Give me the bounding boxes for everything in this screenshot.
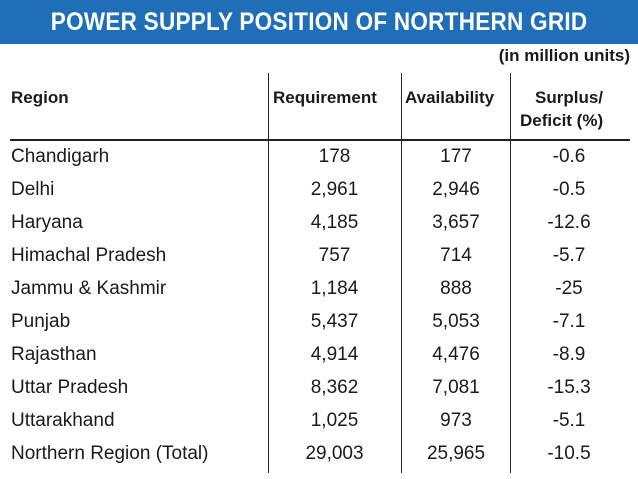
cell-availability: 25,965 (426, 443, 486, 464)
cell-surplus-deficit: -0.6 (552, 146, 586, 167)
cell-surplus-deficit: -15.3 (547, 377, 591, 398)
table-row: Punjab 5,437 5,053 -7.1 (0, 306, 638, 339)
cell-region: Uttar Pradesh (11, 377, 129, 398)
cell-requirement: 757 (318, 245, 351, 266)
table-row: Northern Region (Total) 29,003 25,965 -10.5 (0, 438, 638, 471)
cell-availability: 2,946 (432, 179, 480, 200)
unit-note: (in million units) (498, 46, 630, 65)
cell-requirement: 5,437 (310, 311, 359, 332)
table-row: Jammu & Kashmir 1,184 888 -25 (0, 273, 638, 306)
cell-requirement: 4,185 (310, 212, 359, 233)
header-requirement: Requirement (273, 88, 377, 107)
cell-region: Himachal Pradesh (11, 245, 167, 266)
table-row: Uttar Pradesh 8,362 7,081 -15.3 (0, 372, 638, 405)
cell-surplus-deficit: -10.5 (547, 443, 591, 464)
cell-region: Chandigarh (11, 146, 110, 167)
cell-surplus-deficit: -5.7 (552, 245, 586, 266)
cell-surplus-deficit: -5.1 (552, 410, 586, 431)
cell-availability: 177 (440, 146, 472, 167)
cell-region: Northern Region (Total) (11, 443, 209, 464)
table-body: Chandigarh 178 177 -0.6 Delhi 2,961 2,946 -0.5 H… (0, 141, 638, 471)
cell-surplus-deficit: -0.5 (552, 179, 586, 200)
cell-surplus-deficit: -25 (555, 278, 583, 299)
cell-region: Delhi (11, 179, 55, 200)
table-row: Delhi 2,961 2,946 -0.5 (0, 174, 638, 207)
cell-requirement: 1,184 (310, 278, 359, 299)
cell-surplus-deficit: -12.6 (547, 212, 591, 233)
header-deficit: Deficit (%) (520, 111, 604, 130)
cell-availability: 973 (440, 410, 472, 431)
cell-availability: 3,657 (432, 212, 480, 233)
table-row: Rajasthan 4,914 4,476 -8.9 (0, 339, 638, 372)
header-region: Region (11, 88, 69, 107)
column-divider (401, 73, 402, 473)
cell-requirement: 178 (318, 146, 351, 167)
table-row: Himachal Pradesh 757 714 -5.7 (0, 240, 638, 273)
cell-requirement: 4,914 (310, 344, 359, 365)
cell-region: Jammu & Kashmir (11, 278, 167, 299)
table-row: Uttarakhand 1,025 973 -5.1 (0, 405, 638, 438)
cell-requirement: 2,961 (310, 179, 359, 200)
cell-requirement: 8,362 (310, 377, 359, 398)
column-divider (268, 73, 269, 473)
table-row: Haryana 4,185 3,657 -12.6 (0, 207, 638, 240)
cell-region: Rajasthan (11, 344, 97, 365)
column-divider (510, 73, 511, 473)
cell-region: Punjab (11, 311, 71, 332)
cell-surplus-deficit: -8.9 (552, 344, 586, 365)
chart-title: POWER SUPPLY POSITION OF NORTHERN GRID (50, 7, 588, 36)
cell-requirement: 1,025 (310, 410, 359, 431)
cell-region: Uttarakhand (11, 410, 115, 431)
cell-availability: 4,476 (432, 344, 480, 365)
header-surplus: Surplus/ (535, 88, 604, 107)
cell-requirement: 29,003 (305, 443, 364, 464)
cell-availability: 5,053 (432, 311, 480, 332)
cell-region: Haryana (11, 212, 83, 233)
title-bar: POWER SUPPLY POSITION OF NORTHERN GRID (0, 0, 638, 44)
header-availability: Availability (405, 88, 495, 107)
header-rule (10, 139, 630, 141)
table-row: Chandigarh 178 177 -0.6 (0, 141, 638, 174)
cell-availability: 714 (440, 245, 472, 266)
cell-availability: 888 (440, 278, 472, 299)
cell-availability: 7,081 (432, 377, 480, 398)
cell-surplus-deficit: -7.1 (552, 311, 586, 332)
